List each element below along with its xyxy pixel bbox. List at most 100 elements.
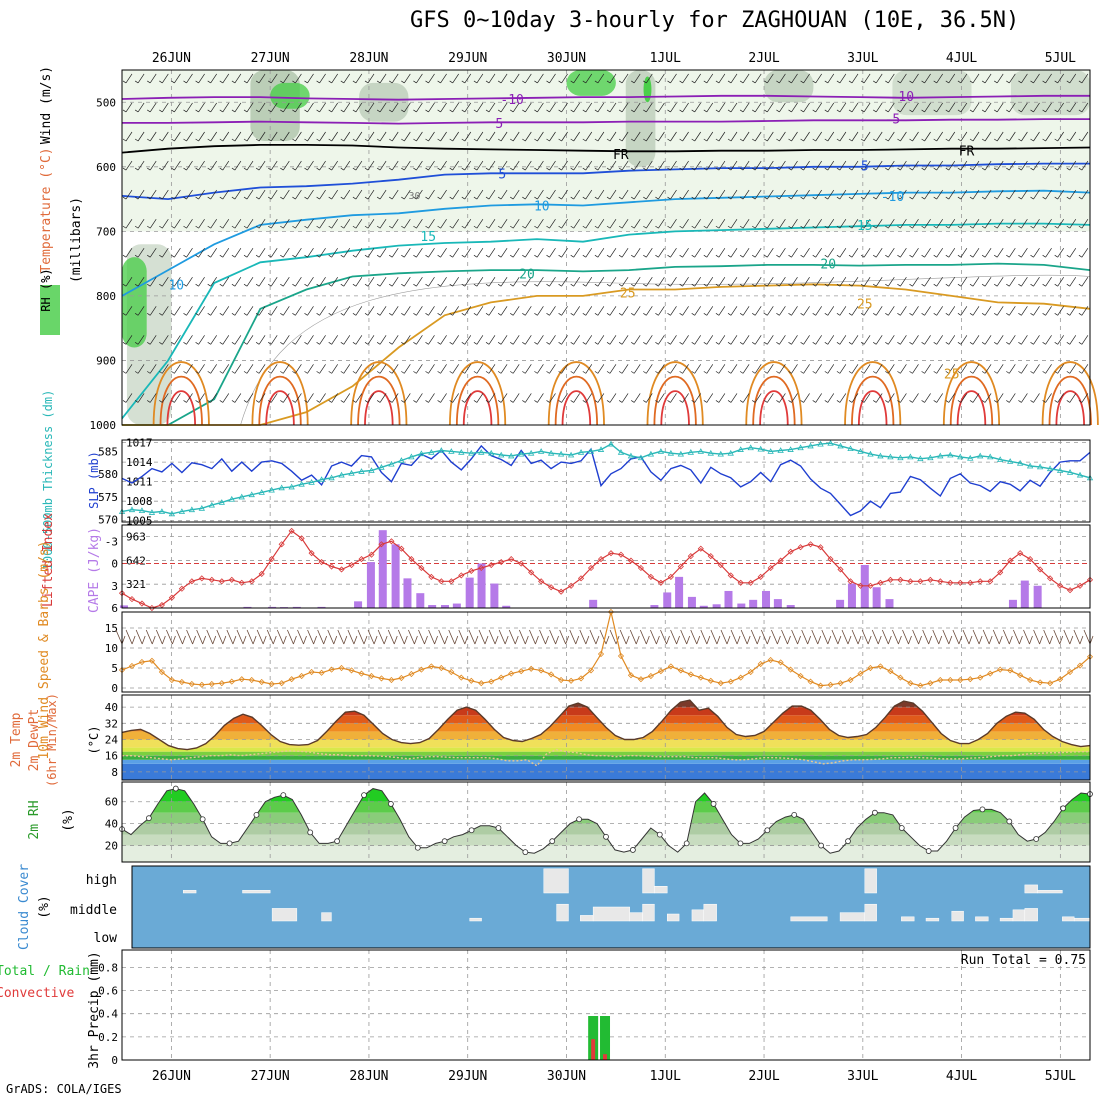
wind-barb: [885, 131, 895, 142]
x-tick-label-bottom: 30JUN: [547, 1069, 586, 1084]
wind-barb: [643, 277, 653, 287]
rh-patch: [1010, 70, 1090, 116]
rh-band: [122, 845, 1090, 862]
cloud-gap: [182, 890, 197, 894]
thickness-marker: [238, 493, 245, 500]
wind-barb-10m: [720, 629, 731, 645]
wind-barb: [703, 335, 714, 345]
wind-barb-10m: [1002, 629, 1013, 645]
wind-speed-marker: [597, 650, 605, 658]
wind-barb: [679, 160, 689, 171]
wind-speed-marker: [528, 665, 535, 672]
wind-barb: [994, 306, 1004, 316]
wind-barb: [292, 277, 302, 287]
rh-band: [122, 788, 1090, 802]
cloud-gap: [543, 868, 569, 894]
wind-barb: [437, 247, 447, 258]
wind-barb: [280, 160, 290, 171]
wind-barb: [715, 73, 726, 84]
wind-barb-10m: [801, 629, 812, 645]
wind-barb: [485, 189, 496, 200]
wind-barb: [752, 306, 762, 316]
thickness-marker: [458, 448, 465, 455]
wind-barb: [1006, 73, 1016, 84]
wind-barb: [981, 189, 992, 200]
wind-barb-10m: [216, 629, 227, 645]
li-marker: [1047, 575, 1054, 582]
wind-barb: [873, 189, 883, 200]
wind-barb: [643, 393, 653, 403]
wind-speed-marker: [1066, 668, 1074, 676]
wind-barb: [703, 160, 714, 171]
li-marker: [278, 541, 285, 548]
thickness-marker: [268, 486, 275, 493]
cape-bar: [872, 587, 881, 608]
li-marker: [198, 575, 205, 582]
li-marker: [328, 563, 335, 570]
wind-barb: [582, 393, 593, 403]
wind-barb: [147, 277, 157, 287]
precip-legend-convective: Convective: [0, 986, 74, 1001]
x-tick-label-bottom: 27JUN: [251, 1069, 290, 1084]
y-axis-label-rh-2m: 2m RH: [27, 800, 42, 839]
li-marker: [128, 596, 136, 603]
rh-marker: [925, 848, 932, 854]
wind-barb: [873, 364, 883, 374]
li-marker: [677, 563, 684, 570]
wind-barb-10m: [176, 629, 186, 645]
wind-barb: [812, 277, 822, 287]
wind-barb: [945, 277, 956, 287]
wind-barb: [425, 102, 435, 113]
wind-speed-marker: [997, 666, 1004, 673]
rh-frame: [121, 781, 1091, 863]
wind-barb: [1042, 247, 1052, 258]
wind-barb: [860, 131, 871, 142]
wind-barb: [848, 364, 859, 374]
wind-barb: [449, 306, 459, 316]
wind-barb: [957, 189, 968, 200]
wind-speed-marker: [358, 670, 365, 677]
wind-barb: [727, 218, 738, 229]
wind-barb: [425, 247, 435, 258]
cape-bar: [687, 596, 696, 608]
wind-barb: [981, 277, 992, 287]
li-marker: [727, 572, 734, 579]
wind-barb: [304, 393, 314, 403]
wind-barb: [304, 102, 314, 113]
wind-barb: [1030, 131, 1040, 142]
wind-barb: [147, 160, 157, 171]
wind-barb: [739, 189, 750, 200]
wind-barb: [461, 335, 472, 345]
thickness-marker: [827, 439, 834, 446]
wind-barb: [389, 393, 399, 403]
cloud-gap: [654, 886, 668, 894]
rh-marker: [199, 816, 206, 823]
li-marker: [887, 576, 894, 583]
wind-barb: [134, 102, 145, 113]
wind-speed-marker: [488, 678, 495, 685]
wind-barb: [522, 218, 532, 229]
wind-barb: [679, 335, 689, 345]
temp-tick-label: 16: [105, 750, 118, 763]
wind-barb: [413, 335, 423, 345]
thickness-marker: [278, 484, 285, 491]
wind-barb: [631, 277, 641, 287]
wind-barb: [292, 102, 302, 113]
wind-barb: [885, 247, 895, 258]
wind-tick-label: 0: [111, 682, 118, 695]
wind-barb: [1054, 335, 1064, 345]
wind-barb: [485, 364, 496, 374]
cloud-gap: [975, 916, 989, 922]
wind-speed-marker: [318, 669, 325, 676]
wind-barb: [195, 335, 205, 345]
wind-barb: [776, 277, 786, 287]
wind-barb: [582, 306, 593, 316]
wind-barb: [703, 189, 714, 200]
isotherm-line: [121, 144, 1091, 154]
wind-barb: [1006, 277, 1016, 287]
wind-barb: [534, 73, 544, 84]
y-axis-label-thickness: 1000-500mb Thickness (dm): [41, 390, 55, 571]
wind-barb: [909, 277, 919, 287]
li-marker: [318, 558, 325, 566]
wind-barb: [594, 131, 605, 142]
